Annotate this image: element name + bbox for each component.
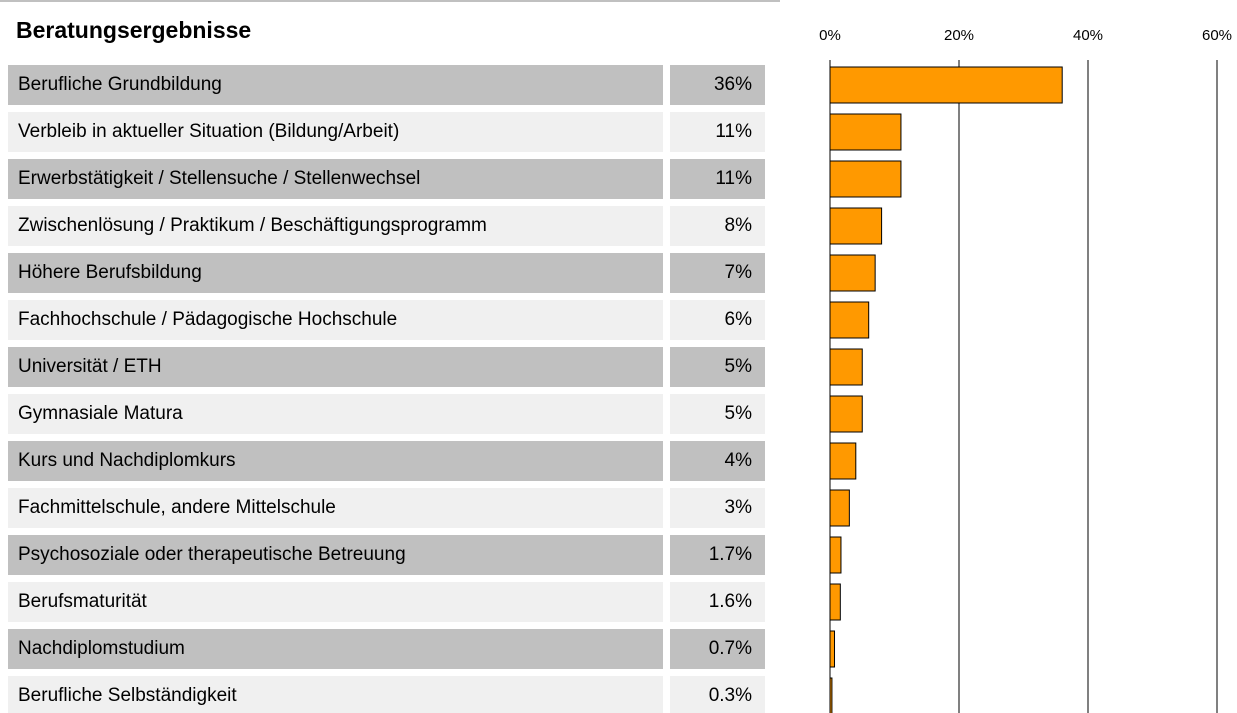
bar	[829, 489, 850, 527]
bar	[829, 160, 902, 198]
row-label-cell	[8, 206, 663, 246]
row-value-cell	[670, 253, 765, 293]
chart-title: Beratungsergebnisse	[16, 17, 251, 43]
category-label: Fachmittelschule, andere Mittelschule	[18, 497, 336, 518]
bar	[829, 630, 836, 668]
row-value-cell	[670, 347, 765, 387]
row-value-cell	[670, 676, 765, 713]
row-label-cell	[8, 65, 663, 105]
value-label: 7%	[725, 262, 753, 283]
value-label: 6%	[725, 309, 753, 330]
category-label: Gymnasiale Matura	[18, 403, 183, 424]
row-value-cell	[670, 629, 765, 669]
bar	[829, 677, 833, 713]
bar	[829, 536, 842, 574]
value-label: 1.7%	[709, 544, 752, 565]
value-label: 36%	[714, 74, 752, 95]
category-label: Verbleib in aktueller Situation (Bildung…	[18, 121, 399, 142]
bar	[829, 583, 841, 621]
row-label-cell	[8, 535, 663, 575]
value-label: 0.7%	[709, 638, 752, 659]
category-label: Berufsmaturität	[18, 591, 148, 612]
row-label-cell	[8, 629, 663, 669]
row-value-cell	[670, 535, 765, 575]
bar	[829, 113, 902, 151]
row-value-cell	[670, 65, 765, 105]
category-label: Erwerbstätigkeit / Stellensuche / Stelle…	[18, 168, 420, 189]
row-value-cell	[670, 488, 765, 528]
value-label: 3%	[725, 497, 753, 518]
category-label: Kurs und Nachdiplomkurs	[18, 450, 236, 471]
row-label-cell	[8, 347, 663, 387]
row-value-cell	[670, 159, 765, 199]
bar	[829, 66, 1063, 104]
bar	[829, 348, 863, 386]
bar	[829, 395, 863, 433]
row-label-cell	[8, 441, 663, 481]
row-label-cell	[8, 112, 663, 152]
row-value-cell	[670, 112, 765, 152]
value-label: 8%	[725, 215, 753, 236]
row-label-cell	[8, 300, 663, 340]
row-label-cell	[8, 253, 663, 293]
bar	[829, 442, 857, 480]
row-value-cell	[670, 300, 765, 340]
category-label: Fachhochschule / Pädagogische Hochschule	[18, 309, 397, 330]
row-label-cell	[8, 676, 663, 713]
value-label: 1.6%	[709, 591, 752, 612]
row-label-cell	[8, 488, 663, 528]
x-tick-label: 20%	[944, 27, 974, 44]
value-label: 5%	[725, 356, 753, 377]
value-label: 11%	[715, 121, 752, 142]
x-tick-label: 0%	[819, 27, 841, 44]
bar	[829, 301, 870, 339]
row-value-cell	[670, 441, 765, 481]
category-label: Berufliche Selbständigkeit	[18, 685, 237, 706]
bar	[829, 254, 876, 292]
row-value-cell	[670, 582, 765, 622]
row-value-cell	[670, 394, 765, 434]
category-label: Zwischenlösung / Praktikum / Beschäftigu…	[18, 215, 487, 236]
value-label: 11%	[715, 168, 752, 189]
category-label: Nachdiplomstudium	[18, 638, 185, 659]
value-label: 0.3%	[709, 685, 752, 706]
category-label: Höhere Berufsbildung	[18, 262, 202, 283]
row-label-cell	[8, 159, 663, 199]
value-label: 4%	[725, 450, 753, 471]
category-label: Berufliche Grundbildung	[18, 74, 222, 95]
row-label-cell	[8, 394, 663, 434]
x-tick-label: 40%	[1073, 27, 1103, 44]
bar	[829, 207, 883, 245]
value-label: 5%	[725, 403, 753, 424]
x-tick-label: 60%	[1202, 27, 1232, 44]
category-label: Universität / ETH	[18, 356, 162, 377]
row-label-cell	[8, 582, 663, 622]
row-value-cell	[670, 206, 765, 246]
category-label: Psychosoziale oder therapeutische Betreu…	[18, 544, 406, 565]
